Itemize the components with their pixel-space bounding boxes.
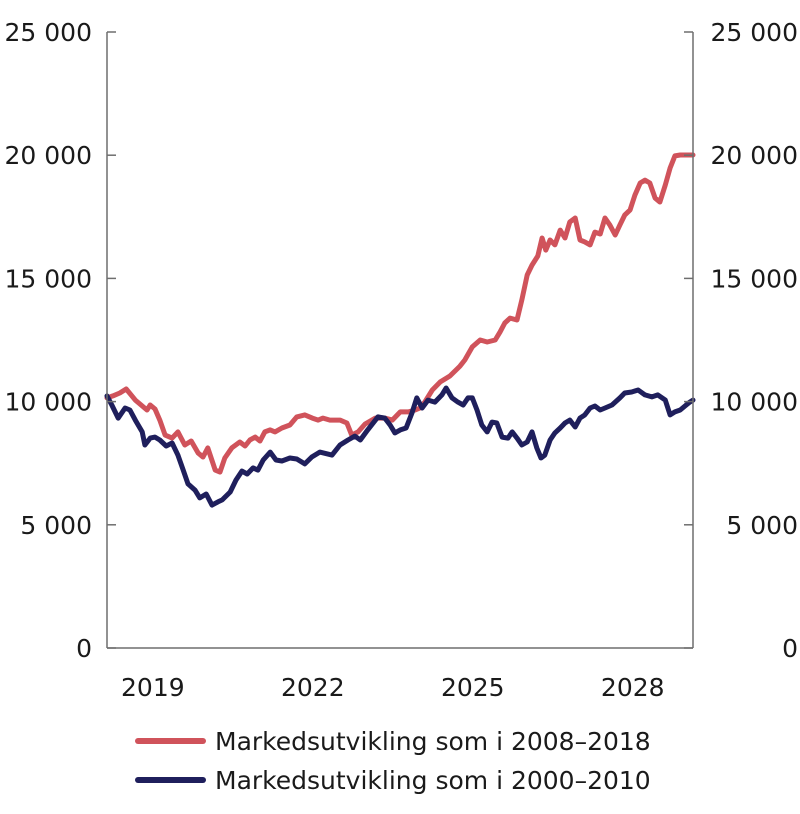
x-tick-label: 2022 <box>281 673 345 702</box>
series-line-0 <box>104 152 696 475</box>
right-y-tick-label: 20 000 <box>711 141 798 170</box>
right-y-tick-label: 10 000 <box>711 388 798 417</box>
left-y-tick-label: 10 000 <box>5 388 92 417</box>
right-y-tick-label: 5 000 <box>726 511 798 540</box>
left-y-tick-label: 15 000 <box>5 264 92 293</box>
right-y-tick-label: 25 000 <box>711 18 798 47</box>
series-line-1 <box>104 385 696 508</box>
right-y-tick-label: 0 <box>782 634 798 663</box>
legend: Markedsutvikling som i 2008–2018 Markeds… <box>135 727 651 795</box>
right-y-tick-label: 15 000 <box>711 264 798 293</box>
ticks-layer: 0 0 5 000 5 000 10 000 10 000 15 000 15 000 20 0… <box>5 18 798 702</box>
x-tick-label: 2019 <box>121 673 185 702</box>
left-y-tick-label: 25 000 <box>5 18 92 47</box>
legend-label-navy: Markedsutvikling som i 2000–2010 <box>215 766 651 795</box>
x-tick-label: 2028 <box>601 673 665 702</box>
left-y-tick-label: 0 <box>76 634 92 663</box>
legend-item-red: Markedsutvikling som i 2008–2018 <box>135 727 651 756</box>
legend-item-navy: Markedsutvikling som i 2000–2010 <box>135 766 651 795</box>
x-tick-label: 2025 <box>441 673 505 702</box>
left-y-tick-label: 20 000 <box>5 141 92 170</box>
series-layer <box>104 152 696 508</box>
legend-label-red: Markedsutvikling som i 2008–2018 <box>215 727 651 756</box>
left-y-tick-label: 5 000 <box>20 511 92 540</box>
axes-layer <box>106 32 694 649</box>
